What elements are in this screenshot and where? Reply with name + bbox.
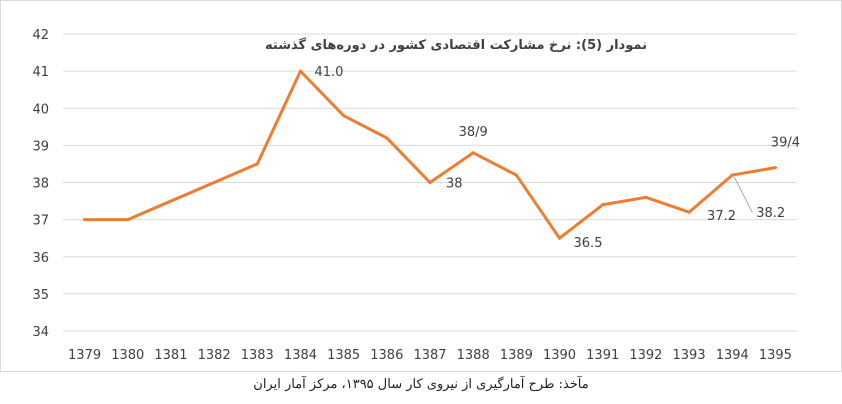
x-tick-label: 1387	[413, 348, 446, 363]
data-label: 38.2	[756, 206, 785, 221]
x-tick-label: 1389	[500, 348, 533, 363]
data-label: 38/9	[459, 125, 488, 140]
x-tick-label: 1391	[586, 348, 619, 363]
data-point	[342, 114, 346, 118]
data-point	[83, 218, 87, 222]
data-point	[514, 173, 518, 177]
x-tick-label: 1384	[284, 348, 317, 363]
x-tick-label: 1380	[111, 348, 144, 363]
data-point	[730, 173, 734, 177]
y-tick-label: 35	[32, 288, 49, 303]
data-point	[687, 210, 691, 214]
y-tick-label: 40	[32, 102, 49, 117]
x-tick-label: 1392	[629, 348, 662, 363]
data-label: 36.5	[574, 236, 603, 251]
x-tick-label: 1385	[327, 348, 360, 363]
data-point	[644, 195, 648, 199]
data-label: 41.0	[314, 65, 343, 80]
x-tick-label: 1395	[759, 348, 792, 363]
data-point	[558, 236, 562, 240]
y-tick-label: 34	[32, 325, 49, 340]
data-label: 37.2	[707, 209, 736, 224]
x-tick-label: 1379	[68, 348, 101, 363]
y-tick-label: 42	[32, 28, 49, 43]
y-tick-label: 37	[32, 214, 49, 229]
y-tick-label: 39	[32, 139, 49, 154]
x-tick-label: 1393	[673, 348, 706, 363]
data-point	[212, 181, 216, 184]
data-label: 39/4	[771, 136, 800, 151]
data-point	[298, 69, 302, 73]
series-line	[83, 69, 777, 240]
x-tick-label: 1386	[370, 348, 403, 363]
chart-title: نمودار (5): نرخ مشارکت اقتصادی کشور در د…	[265, 37, 647, 53]
y-tick-label: 38	[32, 177, 49, 192]
data-point	[255, 162, 259, 166]
data-point	[773, 166, 777, 170]
y-tick-label: 41	[32, 65, 49, 80]
source-note: مآخذ: طرح آمارگیری از نیروی کار سال ۱۳۹۵…	[253, 377, 589, 392]
data-point	[428, 181, 432, 184]
data-label: 38	[446, 177, 463, 192]
data-point	[385, 136, 389, 140]
data-point	[169, 199, 173, 203]
data-point	[126, 218, 130, 222]
x-tick-label: 1390	[543, 348, 576, 363]
x-tick-label: 1382	[198, 348, 231, 363]
x-tick-label: 1394	[716, 348, 749, 363]
data-point	[601, 203, 605, 207]
label-leader-line	[733, 176, 753, 213]
x-tick-label: 1383	[241, 348, 274, 363]
y-tick-label: 36	[32, 251, 49, 266]
x-tick-label: 1388	[457, 348, 490, 363]
chart-frame: 34 35 36 37 38 39 40 41 42 1379 1380 1381 1382 1383 1…	[0, 0, 842, 372]
data-point	[471, 151, 475, 155]
x-tick-label: 1381	[154, 348, 187, 363]
line-chart: 34 35 36 37 38 39 40 41 42 1379 1380 1381 1382 1383 1…	[32, 28, 800, 363]
